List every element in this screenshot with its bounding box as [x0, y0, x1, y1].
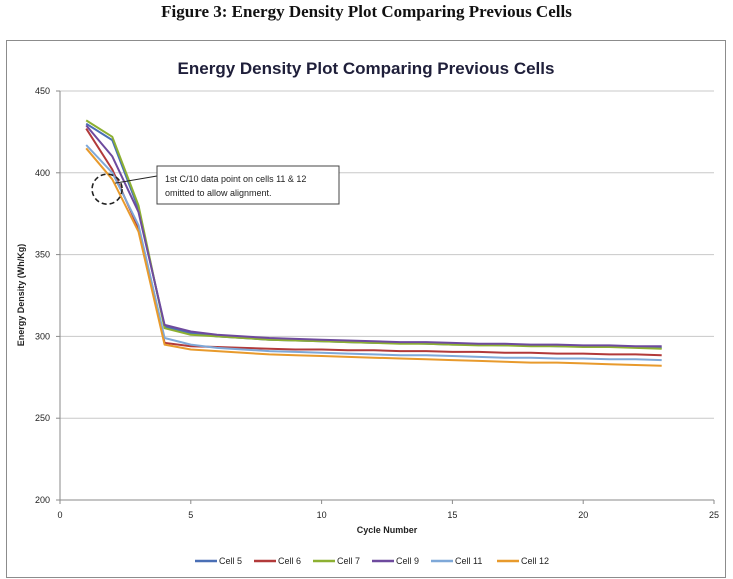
legend-label: Cell 11 [455, 556, 482, 566]
y-axis-label: Energy Density (Wh/Kg) [16, 244, 26, 347]
x-tick-labels: 0 5 10 15 20 25 [57, 500, 719, 520]
series-line-cell-9 [85, 124, 662, 348]
chart-frame: Energy Density Plot Comparing Previous C… [6, 40, 726, 578]
series-lines [85, 119, 662, 367]
series-line-cell-5 [85, 122, 662, 349]
legend-label: Cell 6 [278, 556, 301, 566]
chart-title: Energy Density Plot Comparing Previous C… [178, 59, 555, 78]
annotation-pointer [115, 175, 158, 184]
x-axis-label: Cycle Number [357, 525, 418, 535]
legend-label: Cell 7 [337, 556, 360, 566]
y-tick-label: 300 [35, 331, 50, 341]
axes [59, 91, 714, 501]
y-tick-label: 400 [35, 168, 50, 178]
series-line-cell-12 [85, 147, 662, 367]
legend-label: Cell 12 [521, 556, 549, 566]
annotation-circle [91, 173, 123, 205]
annotation-text-line-1: 1st C/10 data point on cells 11 & 12 [165, 174, 306, 184]
x-tick-label: 15 [447, 510, 457, 520]
legend-label: Cell 9 [396, 556, 419, 566]
annotation-box [156, 165, 340, 205]
series-line-cell-6 [85, 128, 662, 357]
annotation-text-line-2: omitted to allow alignment. [165, 188, 272, 198]
x-tick-label: 10 [317, 510, 327, 520]
energy-density-chart: Energy Density Plot Comparing Previous C… [16, 59, 719, 566]
y-tick-label: 250 [35, 413, 50, 423]
x-tick-label: 5 [188, 510, 193, 520]
y-tick-labels: 200 250 300 350 400 450 [35, 86, 60, 505]
gridlines [60, 90, 714, 419]
series-line-cell-7 [85, 119, 662, 350]
y-tick-label: 350 [35, 250, 50, 260]
annotation: 1st C/10 data point on cells 11 & 12 omi… [91, 165, 340, 205]
legend-label: Cell 5 [219, 556, 242, 566]
figure-caption: Figure 3: Energy Density Plot Comparing … [161, 2, 572, 21]
series-line-cell-11 [85, 144, 662, 362]
x-tick-label: 0 [57, 510, 62, 520]
x-tick-label: 25 [709, 510, 719, 520]
y-tick-label: 450 [35, 86, 50, 96]
legend: Cell 5 Cell 6 Cell 7 Cell 9 Cell 11 Cell 12 [195, 556, 549, 566]
x-tick-label: 20 [578, 510, 588, 520]
y-tick-label: 200 [35, 495, 50, 505]
